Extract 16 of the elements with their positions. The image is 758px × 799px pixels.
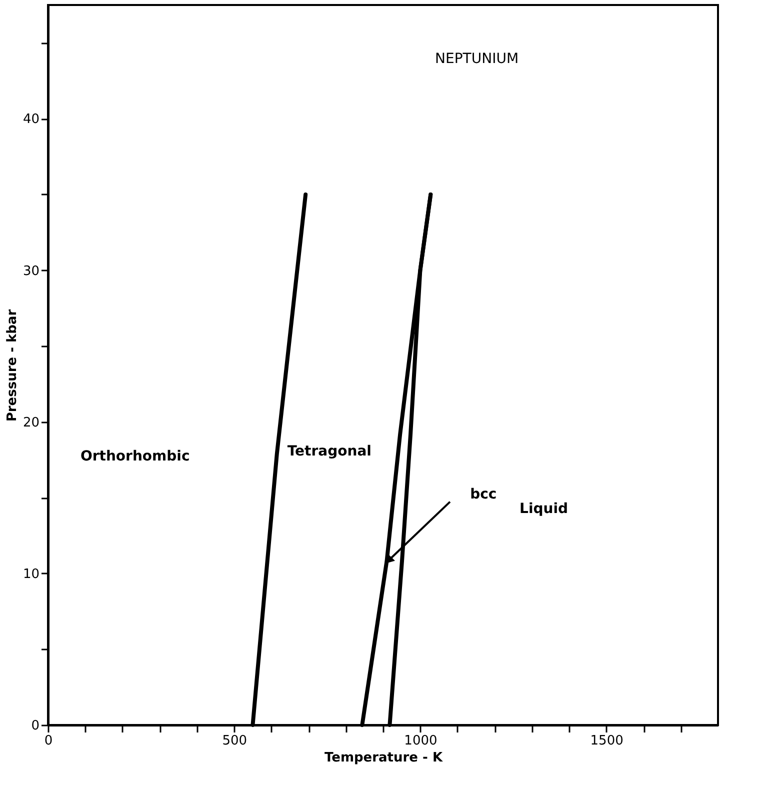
y-tick-label: 30 [22,264,40,279]
y-tick-label: 10 [22,566,40,582]
x-tick-label: 0 [44,734,53,748]
annotation: bcc [470,486,497,503]
x-tick-label: 500 [222,734,248,748]
annotation: Liquid [520,501,568,517]
y-tick-label: 0 [31,718,40,734]
x-tick-label: 1500 [590,734,624,748]
y-tick-label: 40 [22,112,40,128]
y-tick-label: 20 [22,415,40,430]
x-tick-label: 1000 [404,734,438,748]
annotation: Tetragonal [287,443,372,460]
annotation: NEPTUNIUM [435,51,519,67]
y-axis-title: Pressure - kbar [4,308,20,422]
annotation: Orthorhombic [80,448,190,464]
x-axis-title: Temperature - K [324,750,444,766]
